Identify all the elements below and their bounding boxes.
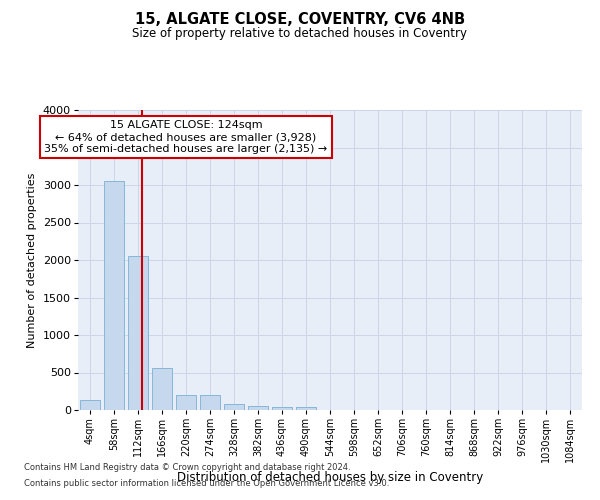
- Text: Contains public sector information licensed under the Open Government Licence v3: Contains public sector information licen…: [24, 478, 389, 488]
- Bar: [128, 256, 148, 410]
- Bar: [296, 407, 316, 410]
- Text: 15 ALGATE CLOSE: 124sqm
← 64% of detached houses are smaller (3,928)
35% of semi: 15 ALGATE CLOSE: 124sqm ← 64% of detache…: [44, 120, 328, 154]
- Bar: [176, 396, 196, 410]
- Text: Contains HM Land Registry data © Crown copyright and database right 2024.: Contains HM Land Registry data © Crown c…: [24, 464, 350, 472]
- Bar: [224, 404, 244, 410]
- Bar: [104, 180, 124, 410]
- Bar: [248, 406, 268, 410]
- Bar: [200, 396, 220, 410]
- Bar: [152, 368, 172, 410]
- X-axis label: Distribution of detached houses by size in Coventry: Distribution of detached houses by size …: [177, 470, 483, 484]
- Bar: [80, 400, 100, 410]
- Text: 15, ALGATE CLOSE, COVENTRY, CV6 4NB: 15, ALGATE CLOSE, COVENTRY, CV6 4NB: [135, 12, 465, 28]
- Y-axis label: Number of detached properties: Number of detached properties: [28, 172, 37, 348]
- Bar: [272, 406, 292, 410]
- Text: Size of property relative to detached houses in Coventry: Size of property relative to detached ho…: [133, 28, 467, 40]
